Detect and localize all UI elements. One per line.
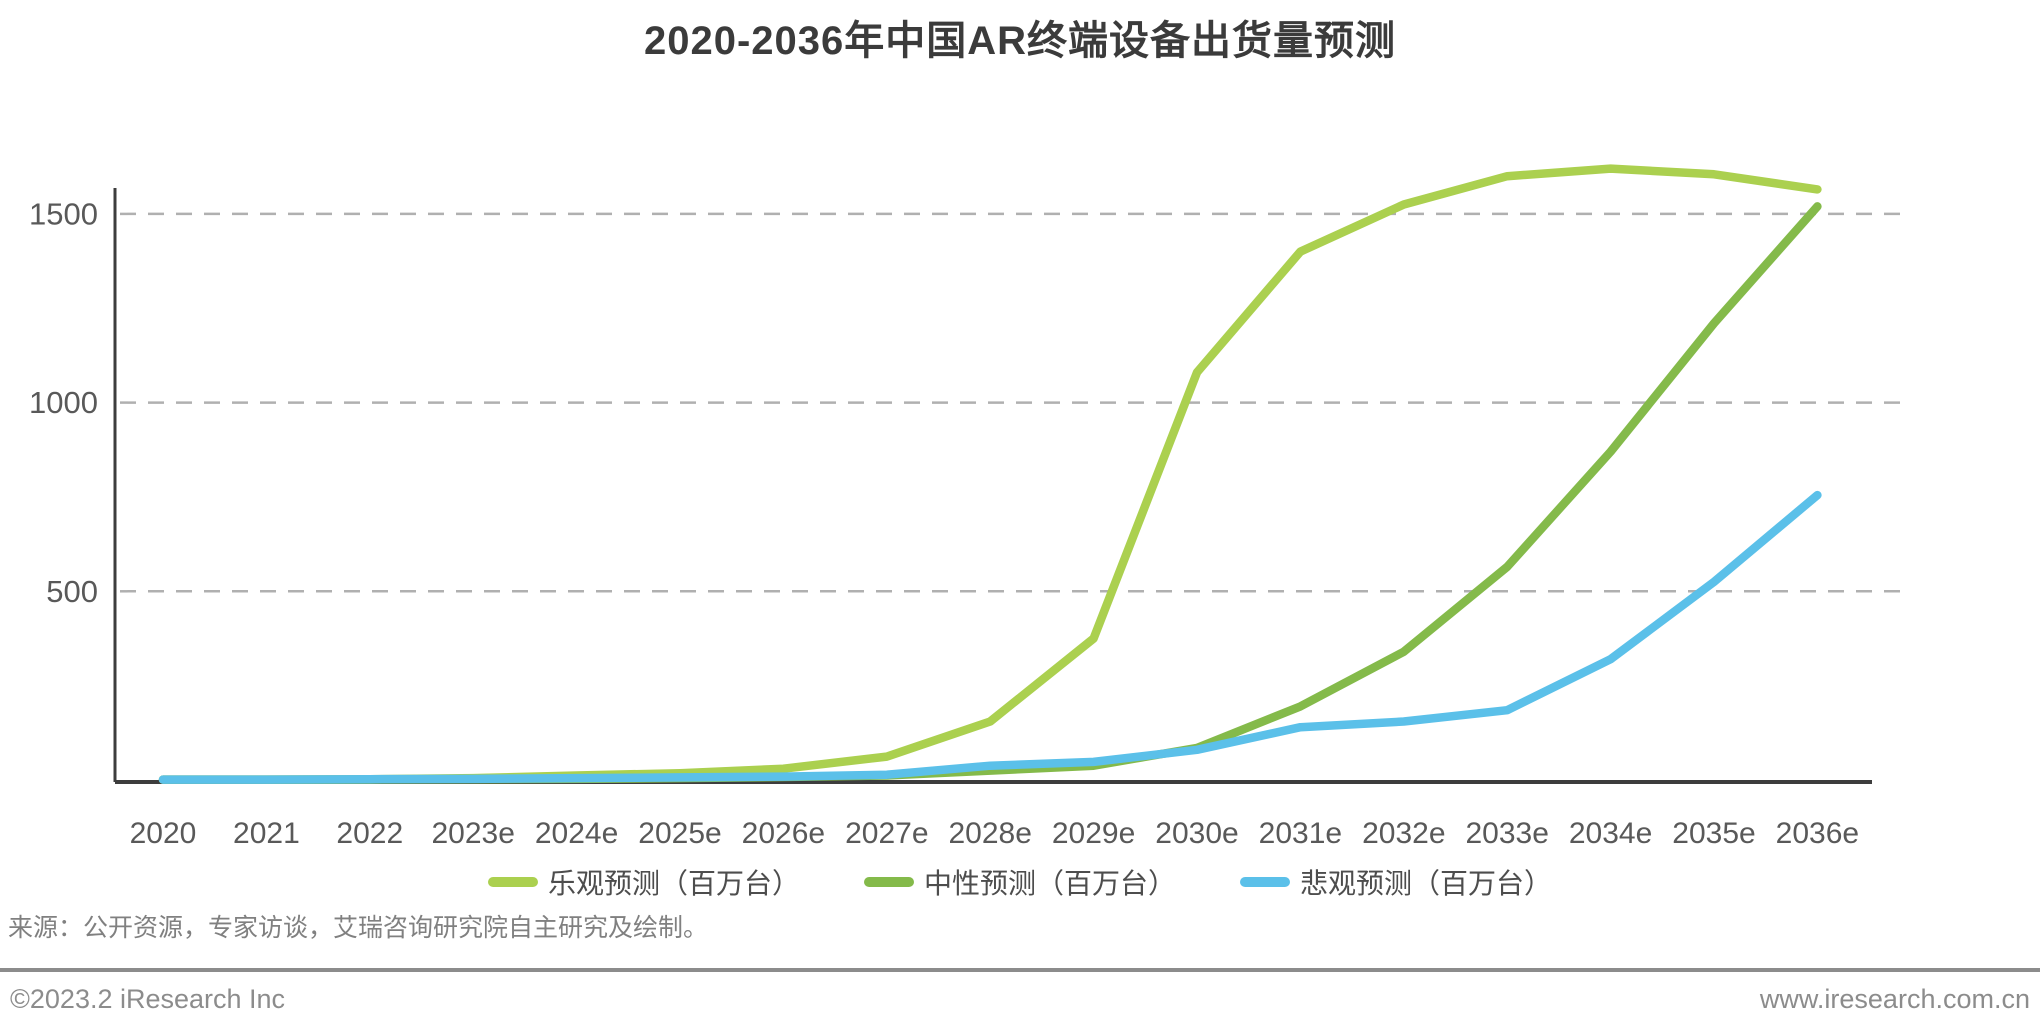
x-tick-label-2033e: 2033e [1465,817,1548,850]
x-tick-label-2028e: 2028e [948,817,1031,850]
x-tick-label-2034e: 2034e [1569,817,1652,850]
x-tick-label-2021: 2021 [233,817,300,850]
x-tick-label-2026e: 2026e [742,817,825,850]
x-tick-label-2031e: 2031e [1259,817,1342,850]
x-tick-label-2020: 2020 [130,817,197,850]
pessimistic-legend-label: 悲观预测（百万台） [1300,868,1553,899]
y-tick-label-500: 500 [46,574,98,609]
neutral-line [158,202,1822,784]
footer-copyright: ©2023.2 iResearch Inc [10,984,286,1014]
footer-bar: ©2023.2 iResearch Inc www.iresearch.com.… [0,984,2040,1015]
x-tick-label-2029e: 2029e [1052,817,1135,850]
x-tick-label-2032e: 2032e [1362,817,1445,850]
legend-item-optimistic: 乐观预测（百万台） [487,862,800,902]
x-tick-label-2023e: 2023e [431,817,514,850]
x-tick-label-2030e: 2030e [1155,817,1238,850]
x-tick-label-2022: 2022 [336,817,403,850]
footer-divider [0,968,2040,972]
legend-item-pessimistic: 悲观预测（百万台） [1240,862,1552,902]
x-tick-label-2027e: 2027e [845,817,928,850]
x-tick-label-2024e: 2024e [535,817,618,850]
pessimistic-legend-swatch [1240,877,1290,887]
x-tick-label-2036e: 2036e [1776,817,1859,850]
neutral-legend-swatch [863,877,914,887]
source-note: 来源：公开资源，专家访谈，艾瑞咨询研究院自主研究及绘制。 [8,914,709,942]
chart-title: 2020-2036年中国AR终端设备出货量预测 [643,19,1397,63]
neutral-legend-label: 中性预测（百万台） [923,868,1176,899]
x-tick-label-2035e: 2035e [1672,817,1755,850]
legend-item-neutral: 中性预测（百万台） [863,862,1176,902]
pessimistic-line [158,490,1822,784]
optimistic-legend-label: 乐观预测（百万台） [547,868,800,899]
optimistic-legend-swatch [487,877,538,887]
x-tick-label-2025e: 2025e [638,817,721,850]
y-tick-label-1500: 1500 [29,196,98,231]
y-tick-label-1000: 1000 [29,385,98,420]
optimistic-line [158,164,1822,784]
footer-website: www.iresearch.com.cn [1759,984,2030,1014]
chart-legend: 乐观预测（百万台） 中性预测（百万台） 悲观预测（百万台） [0,862,2040,902]
